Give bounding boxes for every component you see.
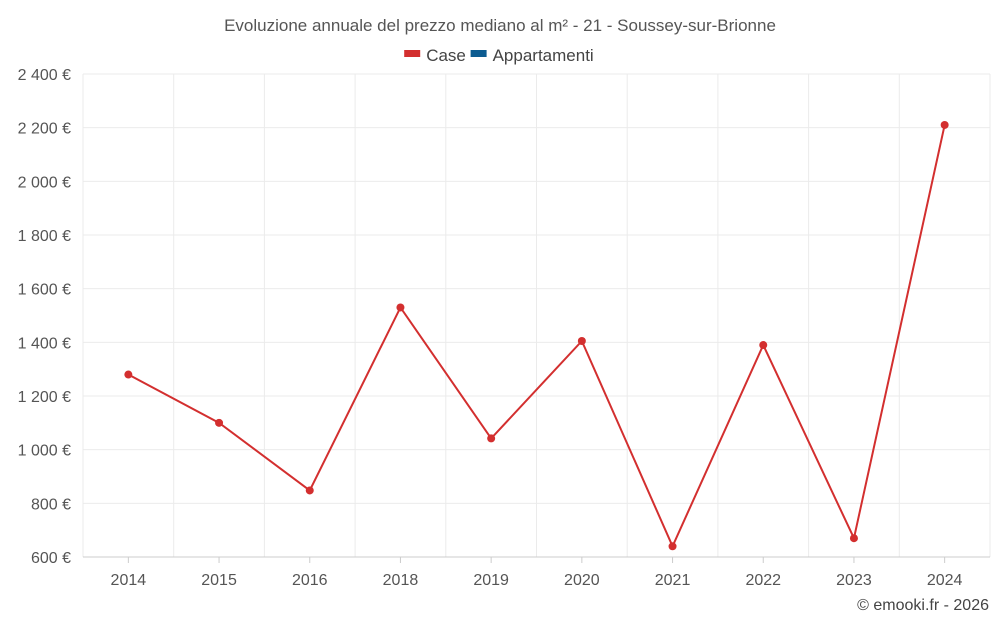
data-point (215, 418, 224, 427)
y-tick-label: 1 600 € (18, 282, 71, 299)
grid (82, 73, 991, 558)
legend-swatch (404, 50, 421, 57)
data-point (940, 120, 949, 129)
legend-label: Case (426, 46, 466, 65)
data-point (305, 486, 314, 495)
series-line-case (127, 124, 946, 549)
data-point (849, 534, 858, 543)
data-point (759, 341, 768, 350)
data-point (124, 370, 133, 379)
credit-text: © emooki.fr - 2026 (857, 597, 989, 614)
x-tick-label: 2015 (201, 572, 237, 589)
y-tick-label: 800 € (31, 496, 71, 513)
x-tick-label: 2023 (836, 572, 872, 589)
y-tick-label: 600 € (31, 550, 71, 567)
y-tick-label: 1 000 € (18, 443, 71, 460)
legend: Case Appartamenti (404, 46, 594, 65)
legend-label: Appartamenti (493, 46, 594, 65)
data-point (396, 303, 405, 312)
y-tick-label: 1 200 € (18, 389, 71, 406)
x-tick-label: 2014 (111, 572, 147, 589)
x-tick-label: 2020 (564, 572, 600, 589)
x-tick-label: 2024 (927, 572, 963, 589)
y-tick-label: 2 200 € (18, 121, 71, 138)
x-tick-label: 2022 (745, 572, 781, 589)
data-point (577, 336, 586, 345)
data-point (487, 434, 496, 443)
y-tick-label: 2 400 € (18, 67, 71, 84)
data-point (668, 542, 677, 551)
x-tick-label: 2018 (383, 572, 419, 589)
y-tick-label: 1 400 € (18, 335, 71, 352)
x-tick-label: 2021 (655, 572, 691, 589)
x-tick-label: 2016 (292, 572, 328, 589)
legend-swatch (470, 50, 487, 57)
chart-title: Evoluzione annuale del prezzo mediano al… (224, 16, 776, 35)
y-tick-label: 2 000 € (18, 174, 71, 191)
y-axis: 600 € 800 € 1 000 € 1 200 € 1 400 € 1 600 € 1 … (18, 67, 71, 567)
series-layer (124, 120, 949, 551)
x-axis: 2014 2015 2016 2018 2019 2020 2021 2022 2023 2024 (111, 557, 963, 589)
y-tick-label: 1 800 € (18, 228, 71, 245)
x-tick-label: 2019 (473, 572, 509, 589)
